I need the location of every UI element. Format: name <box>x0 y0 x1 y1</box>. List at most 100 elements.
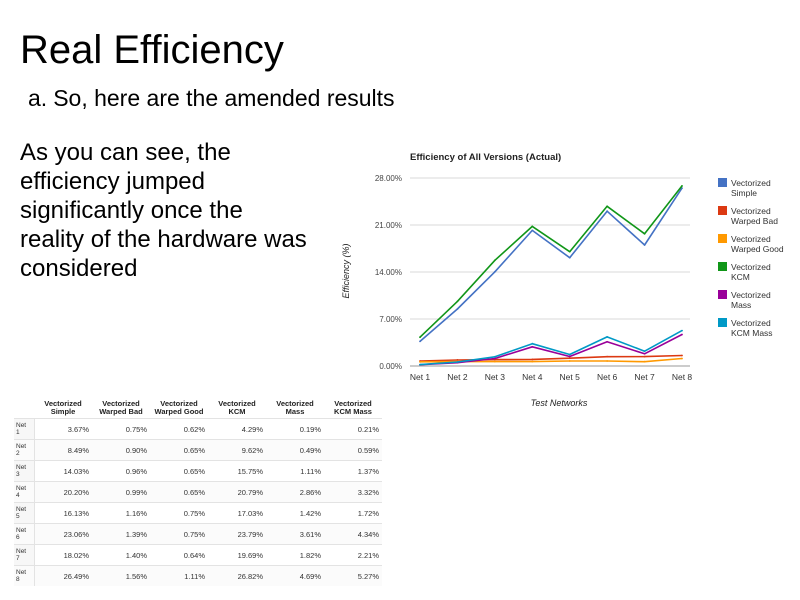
table-cell: 1.11% <box>266 460 324 482</box>
y-tick-label: 21.00% <box>375 221 402 230</box>
data-point <box>643 350 646 353</box>
table-cell: 1.37% <box>324 460 382 482</box>
data-point <box>606 355 609 358</box>
row-label: Net 7 <box>14 544 35 566</box>
legend-label: Vectorized Simple <box>731 178 771 198</box>
row-label: Net 4 <box>14 481 35 503</box>
table-cell: 16.13% <box>34 502 92 524</box>
series-line-0 <box>419 187 683 343</box>
data-point <box>419 363 421 366</box>
table-cell: 4.34% <box>324 523 382 545</box>
x-tick-label: Net 3 <box>485 372 506 382</box>
table-header-cell: Vectorized KCM <box>218 399 256 416</box>
table-cell: 0.90% <box>92 439 150 461</box>
table-cell: 0.75% <box>92 418 150 440</box>
table-cell: 1.42% <box>266 502 324 524</box>
data-point <box>531 360 534 363</box>
table-cell: 4.29% <box>208 418 266 440</box>
y-tick-label: 7.00% <box>379 315 402 324</box>
legend-swatch <box>718 290 727 299</box>
data-point <box>643 355 646 358</box>
table-cell: 1.39% <box>92 523 150 545</box>
data-point <box>531 358 534 361</box>
data-point <box>681 354 683 357</box>
legend-swatch <box>718 206 727 215</box>
table-cell: 0.65% <box>150 481 208 503</box>
data-point <box>643 360 646 363</box>
table-cell: 0.75% <box>150 523 208 545</box>
table-row: Net 7 18.02% 1.40% 0.64% 19.69% 1.82% 2.21% <box>14 544 382 566</box>
table-cell: 8.49% <box>34 439 92 461</box>
data-point <box>456 361 459 363</box>
table-row: Net 1 3.67% 0.75% 0.62% 4.29% 0.19% 0.21% <box>14 418 382 440</box>
data-point <box>456 359 459 361</box>
table-cell: 0.49% <box>266 439 324 461</box>
subtitle: a. So, here are the amended results <box>28 84 395 112</box>
data-point <box>493 270 496 273</box>
data-point <box>531 229 534 232</box>
data-point <box>531 345 534 348</box>
row-label: Net 8 <box>14 565 35 586</box>
legend-label: Vectorized Warped Bad <box>731 206 778 226</box>
chart-x-ticks: Net 1 Net 2 Net 3 Net 4 Net 5 Net 6 Net 7 Net 8 <box>410 372 693 382</box>
table-header-cell: Vectorized Warped Good <box>154 399 204 416</box>
table-header-cell: Vectorized KCM Mass <box>334 399 372 416</box>
row-label: Net 3 <box>14 460 35 482</box>
row-label: Net 1 <box>14 418 35 440</box>
table-cell: 17.03% <box>208 502 266 524</box>
table-header-cell: Vectorized Simple <box>44 399 82 416</box>
data-point <box>531 225 534 228</box>
subtitle-marker: a. <box>28 85 48 111</box>
data-point <box>531 342 534 345</box>
legend-swatch <box>718 234 727 243</box>
data-point <box>606 340 609 343</box>
chart-title: Efficiency of All Versions (Actual) <box>410 152 561 163</box>
series-line-4 <box>419 333 683 366</box>
data-point <box>681 185 683 187</box>
data-point <box>643 244 646 246</box>
slide-title: Real Efficiency <box>20 28 284 72</box>
data-point <box>681 333 683 336</box>
data-point <box>493 259 496 262</box>
series-line-3 <box>419 185 683 338</box>
y-tick-label: 28.00% <box>375 174 402 183</box>
table-cell: 0.62% <box>150 418 208 440</box>
data-point <box>606 210 609 213</box>
table-cell: 20.79% <box>208 481 266 503</box>
data-point <box>643 352 646 355</box>
table-cell: 15.75% <box>208 460 266 482</box>
body-text: As you can see, the efficiency jumped si… <box>20 139 307 282</box>
data-point <box>493 355 496 358</box>
table-cell: 0.75% <box>150 502 208 524</box>
table-row: Net 3 14.03% 0.96% 0.65% 15.75% 1.11% 1.37% <box>14 460 382 482</box>
x-tick-label: Net 7 <box>634 372 655 382</box>
series-line-1 <box>419 354 683 362</box>
table-cell: 0.96% <box>92 460 150 482</box>
data-point <box>568 250 571 253</box>
data-point <box>606 335 609 338</box>
legend-swatch <box>718 262 727 271</box>
legend-label: Vectorized Warped Good <box>731 234 784 254</box>
chart-legend: Vectorized Simple Vectorized Warped Bad Vect… <box>718 178 784 338</box>
data-point <box>568 355 571 358</box>
table-cell: 23.79% <box>208 523 266 545</box>
legend-label: Vectorized KCM Mass <box>731 318 773 338</box>
chart-y-ticks: 0.00% 7.00% 14.00% 21.00% 28.00% <box>375 174 402 371</box>
table-cell: 0.59% <box>324 439 382 461</box>
table-cell: 0.99% <box>92 481 150 503</box>
table-cell: 0.64% <box>150 544 208 566</box>
data-point <box>419 340 421 343</box>
data-point <box>456 300 459 303</box>
table-cell: 1.82% <box>266 544 324 566</box>
table-cell: 2.86% <box>266 481 324 503</box>
data-point <box>493 357 496 360</box>
data-point <box>419 336 421 339</box>
x-tick-label: Net 6 <box>597 372 618 382</box>
x-tick-label: Net 2 <box>447 372 468 382</box>
data-table: Vectorized Simple Vectorized Warped Bad Ve… <box>14 398 382 586</box>
table-cell: 23.06% <box>34 523 92 545</box>
table-row: Net 6 23.06% 1.39% 0.75% 23.79% 3.61% 4.34% <box>14 523 382 545</box>
table-row: Net 8 26.49% 1.56% 1.11% 26.82% 4.69% 5.27% <box>14 565 382 586</box>
table-cell: 3.32% <box>324 481 382 503</box>
